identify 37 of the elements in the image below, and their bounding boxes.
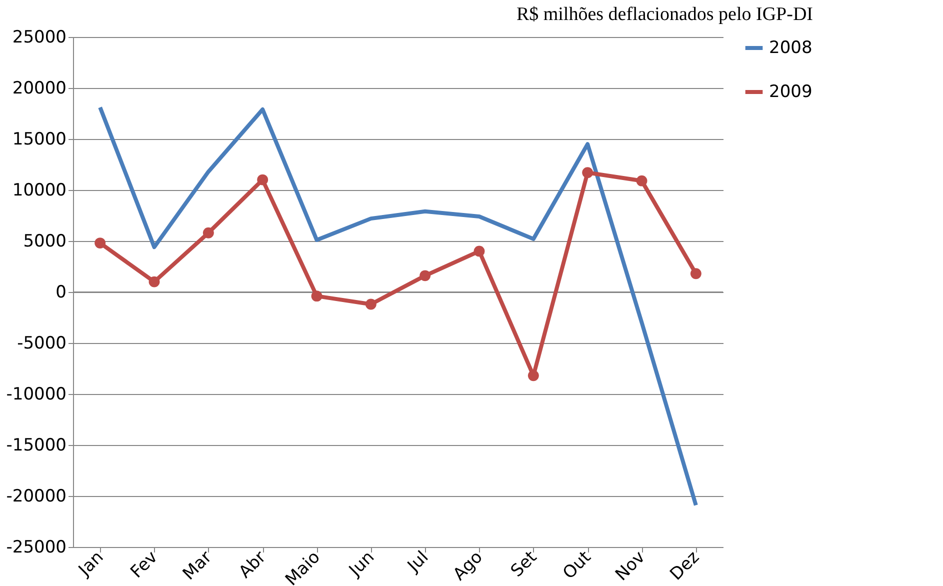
legend-label: 2009 (769, 82, 812, 102)
y-tick-label: -25000 (6, 538, 66, 558)
point (94, 238, 106, 249)
x-tick-label: Dez (666, 547, 704, 585)
line-series (98, 105, 698, 508)
point (690, 268, 702, 280)
point (636, 175, 648, 186)
y-tick-label: 0 (56, 282, 66, 302)
x-tick-label: Out (559, 547, 596, 584)
y-tick-label: -20000 (6, 486, 66, 506)
point (148, 276, 160, 288)
point (365, 298, 376, 310)
point (420, 270, 431, 282)
y-tick-label: -5000 (17, 334, 66, 354)
x-tick-label: Fev (126, 547, 162, 582)
point (311, 290, 322, 302)
legend-label: 2008 (769, 38, 812, 58)
x-tick-label: Jun (344, 547, 378, 582)
x-tick-label: Abr (235, 547, 270, 582)
x-tick-label: Mar (179, 547, 216, 584)
point (528, 370, 539, 382)
y-tick-label: -10000 (6, 384, 66, 404)
point (582, 167, 594, 178)
y-tick-label: 15000 (12, 130, 66, 150)
x-tick-label: Jul (403, 547, 433, 577)
x-tick-label: Set (507, 547, 542, 582)
text: R$ milhões deflacionados pelo IGP-DI (516, 4, 813, 25)
x-tick-label: Ago (449, 547, 487, 585)
x-tick-label: Jan (74, 547, 108, 581)
point (474, 246, 485, 257)
point (257, 174, 268, 186)
y-tick-label: -15000 (6, 436, 66, 456)
y-tick-label: 10000 (12, 180, 66, 200)
point (202, 227, 214, 238)
y-tick-label: 5000 (23, 232, 66, 252)
y-tick-label: 20000 (12, 78, 66, 98)
y-tick-label: 25000 (12, 28, 66, 48)
